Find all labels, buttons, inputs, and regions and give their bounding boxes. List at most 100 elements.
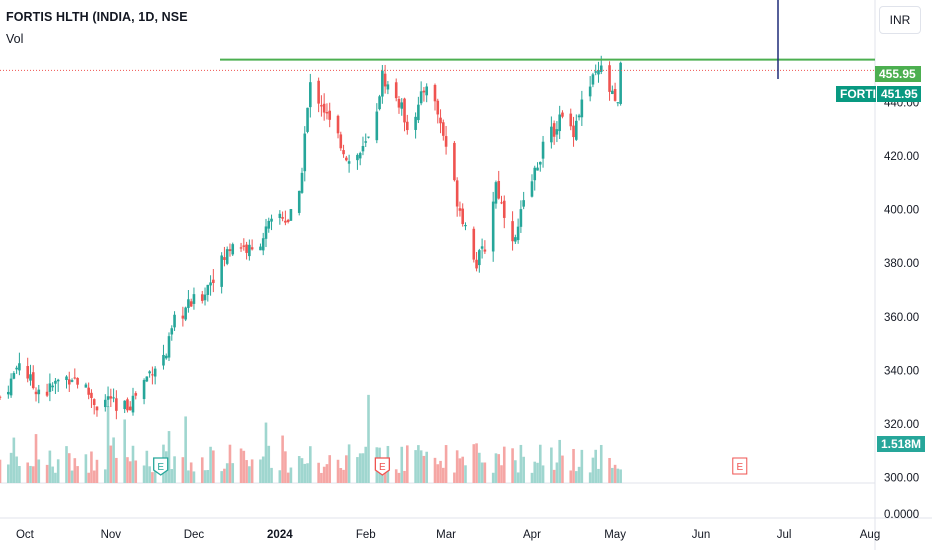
volume-bar xyxy=(187,470,190,483)
candle-body xyxy=(345,157,348,161)
time-tick-label: Nov xyxy=(101,529,122,541)
volume-bar xyxy=(572,448,575,483)
volume-bar xyxy=(483,462,487,483)
volume-bar xyxy=(209,446,212,483)
volume-bar xyxy=(422,455,426,483)
candle-body xyxy=(608,65,611,92)
candle-body xyxy=(31,372,35,389)
candle-body xyxy=(170,328,174,335)
volume-bar xyxy=(173,456,176,483)
candle-body xyxy=(65,376,68,381)
volume-bar xyxy=(170,469,174,483)
candle-body xyxy=(500,202,503,204)
candle-body xyxy=(433,84,437,102)
volume-bar xyxy=(84,454,88,483)
candle-body xyxy=(225,249,229,264)
earnings-marker: E xyxy=(374,457,391,476)
volume-bar xyxy=(414,450,417,483)
candle-body xyxy=(472,228,476,260)
time-tick-label: Mar xyxy=(436,529,456,541)
candle-body xyxy=(95,406,99,411)
candle-body xyxy=(228,249,232,252)
candle-body xyxy=(267,220,271,229)
volume-bar xyxy=(181,457,185,483)
candle-body xyxy=(378,96,381,110)
volume-bar xyxy=(112,437,115,483)
time-axis[interactable]: Oct Nov Dec 2024 Feb Mar Apr May Jun Jul Aug xyxy=(16,529,880,541)
volume-bar xyxy=(322,466,326,483)
candle-body xyxy=(248,244,251,257)
candle-body xyxy=(73,377,77,379)
candle-body xyxy=(173,314,176,328)
volume-bar xyxy=(239,448,243,483)
volume-bar xyxy=(502,446,506,483)
candle-body xyxy=(167,336,171,358)
volume-bar xyxy=(616,468,620,483)
last-price-tag: 451.95 xyxy=(876,86,921,102)
candle-body xyxy=(439,117,442,124)
time-tick-label: Apr xyxy=(523,529,541,541)
price-axis[interactable]: 300.00 320.00 340.00 360.00 380.00 400.00 420.… xyxy=(884,97,919,521)
volume-bar xyxy=(281,435,284,483)
earnings-marker: E xyxy=(153,457,169,476)
symbol-tag: FORTIS xyxy=(836,86,884,102)
candle-body xyxy=(12,373,16,379)
candle-body xyxy=(87,387,90,395)
candle-body xyxy=(320,105,323,107)
candle-body xyxy=(356,154,359,161)
candle-body xyxy=(328,110,332,120)
volume-bar xyxy=(478,452,481,483)
volume-bar xyxy=(206,470,210,483)
candle-body xyxy=(483,249,487,252)
volume-bar xyxy=(76,466,79,483)
volume-bar xyxy=(328,455,332,483)
candle-body xyxy=(414,116,417,130)
candle-body xyxy=(325,112,329,114)
candle-body xyxy=(480,246,484,249)
currency-button[interactable]: INR xyxy=(879,6,921,34)
candle-body xyxy=(580,99,584,118)
volume-bar xyxy=(514,460,517,483)
candle-body xyxy=(561,112,564,117)
candle-body xyxy=(7,391,10,395)
candle-body xyxy=(303,133,307,172)
candle-body xyxy=(37,389,41,395)
candle-body xyxy=(134,393,138,396)
svg-text:E: E xyxy=(157,462,164,473)
candle-body xyxy=(519,209,523,227)
volume-tick-label: 0.0000 xyxy=(884,509,919,521)
volume-bar xyxy=(550,447,553,483)
volume-bars xyxy=(0,394,622,483)
volume-bar xyxy=(34,434,38,483)
volume-bar xyxy=(500,465,503,483)
svg-text:E: E xyxy=(736,462,743,473)
candle-body xyxy=(281,217,284,219)
volume-bar xyxy=(225,463,229,483)
volume-bar xyxy=(367,394,370,483)
candle-body xyxy=(239,247,243,249)
price-tick-label: 360.00 xyxy=(884,312,919,324)
volume-bar xyxy=(128,461,132,483)
candle-body xyxy=(300,172,304,193)
volume-bar xyxy=(284,451,287,483)
candle-body xyxy=(261,238,265,251)
candle-body xyxy=(112,397,115,399)
volume-bar xyxy=(594,449,598,483)
volume-bar xyxy=(336,459,340,483)
volume-bar xyxy=(103,469,107,483)
volume-bar xyxy=(358,453,362,483)
candle-body xyxy=(153,368,157,377)
volume-bar xyxy=(126,457,129,483)
candle-body xyxy=(478,250,481,266)
volume-bar xyxy=(436,464,440,483)
volume-bar xyxy=(442,467,445,483)
candle-body xyxy=(464,224,467,227)
candle-body xyxy=(591,74,595,85)
volume-bar xyxy=(511,448,514,483)
candle-body xyxy=(383,73,387,87)
candle-body xyxy=(419,91,423,104)
volume-bar xyxy=(29,465,32,483)
candle-body xyxy=(613,89,617,101)
